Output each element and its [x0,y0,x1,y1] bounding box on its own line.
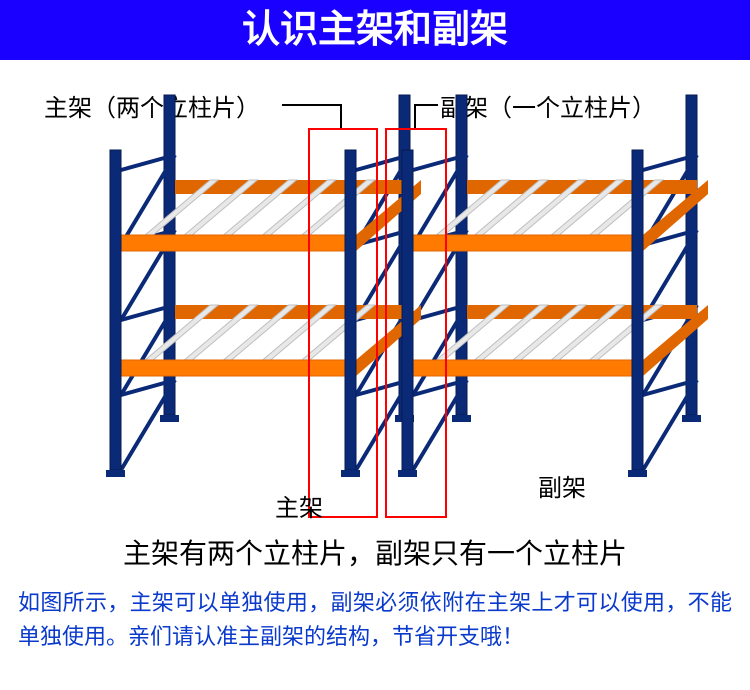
subtitle: 主架有两个立柱片，副架只有一个立柱片 [0,532,750,572]
title-banner: 认识主架和副架 [0,0,750,60]
title-text: 认识主架和副架 [242,9,508,51]
highlight-box-main [308,128,378,518]
diagram-area: 主架（两个立柱片） 副架（一个立柱片） 主架 副架 [0,60,750,520]
highlight-box-aux [385,128,447,518]
description-paragraph: 如图所示，主架可以单独使用，副架必须依附在主架上才可以使用，不能单独使用。亲们请… [0,586,750,654]
label-main-rack: 主架 [275,488,323,523]
label-aux-rack: 副架 [538,468,586,503]
